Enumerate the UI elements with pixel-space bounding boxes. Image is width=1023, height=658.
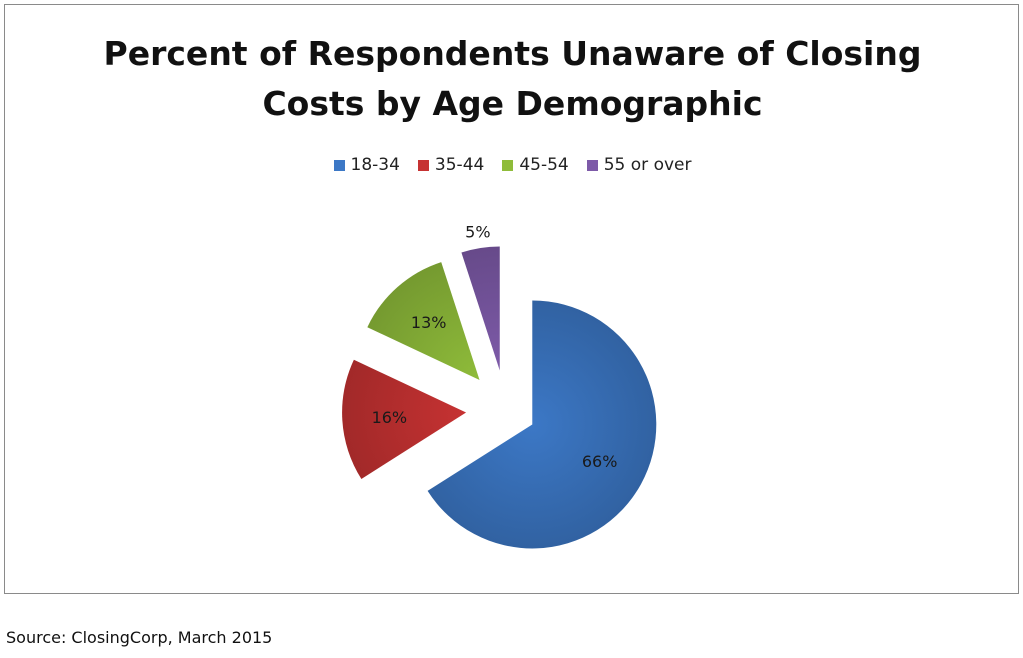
data-label-45-54: 13% bbox=[411, 313, 447, 332]
data-label-55-or-over: 5% bbox=[465, 223, 490, 242]
pie-slice-35-44 bbox=[342, 359, 467, 479]
chart-title: Percent of Respondents Unaware of Closin… bbox=[5, 29, 1020, 129]
legend-label-55-or-over: 55 or over bbox=[603, 155, 692, 175]
pie-slice-45-54 bbox=[367, 262, 480, 380]
legend-item-18-34: 18-34 bbox=[333, 155, 400, 175]
legend-swatch-55-or-over bbox=[586, 159, 598, 171]
chart-legend: 18-34 35-44 45-54 55 or over bbox=[5, 155, 1020, 175]
source-note: Source: ClosingCorp, March 2015 bbox=[6, 628, 273, 647]
legend-item-35-44: 35-44 bbox=[417, 155, 485, 175]
legend-item-45-54: 45-54 bbox=[502, 155, 569, 175]
chart-title-line-1: Percent of Respondents Unaware of Closin… bbox=[103, 34, 922, 73]
chart-title-line-2: Costs by Age Demographic bbox=[262, 84, 763, 123]
data-label-18-34: 66% bbox=[582, 452, 618, 471]
legend-label-45-54: 45-54 bbox=[519, 155, 569, 175]
pie-slice-18-34 bbox=[427, 300, 657, 549]
legend-item-55-or-over: 55 or over bbox=[586, 155, 692, 175]
pie-slice-55-or-over bbox=[461, 246, 500, 371]
data-label-35-44: 16% bbox=[372, 408, 408, 427]
legend-swatch-45-54 bbox=[502, 159, 514, 171]
legend-label-35-44: 35-44 bbox=[434, 155, 485, 175]
legend-swatch-35-44 bbox=[417, 159, 429, 171]
pie-chart: 66% 16% 13% 5% bbox=[342, 223, 657, 549]
legend-label-18-34: 18-34 bbox=[350, 155, 400, 175]
legend-swatch-18-34 bbox=[333, 159, 345, 171]
